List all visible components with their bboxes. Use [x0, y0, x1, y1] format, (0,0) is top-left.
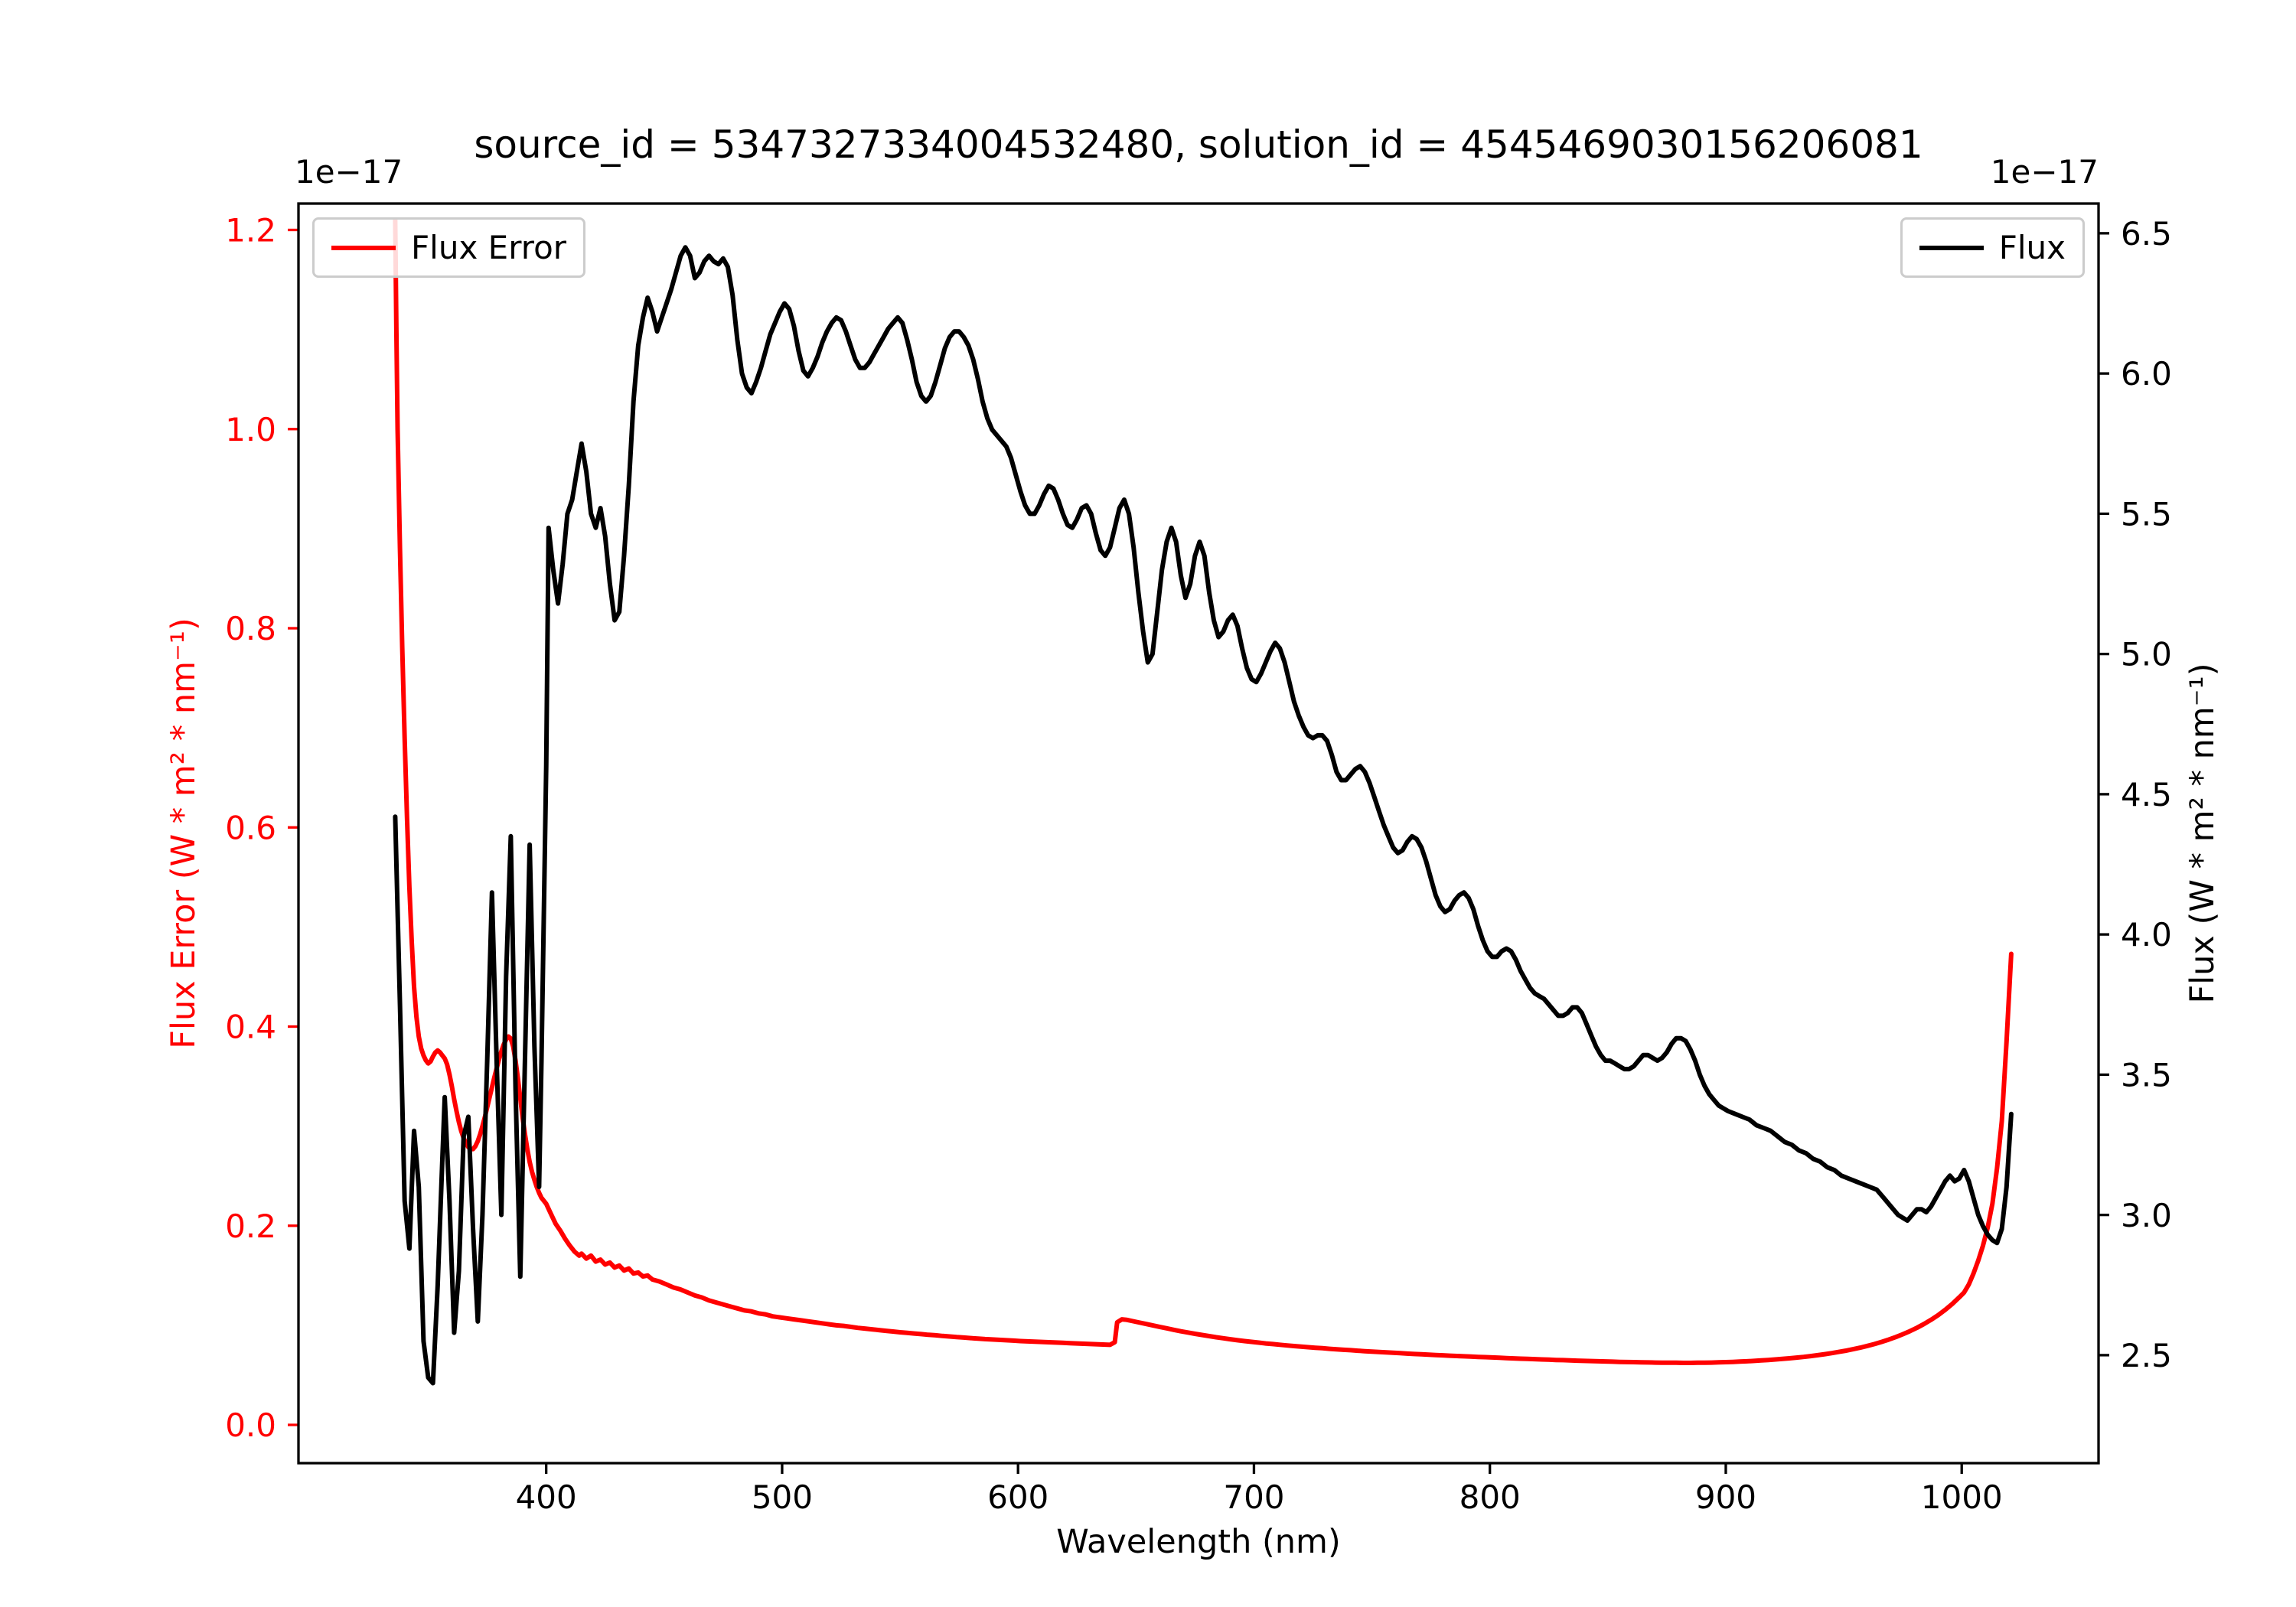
- legend-flux: Flux: [1900, 217, 2085, 278]
- legend-flux-label: Flux: [1998, 229, 2066, 266]
- y-right-tick-label: 6.0: [2121, 355, 2172, 393]
- legend-flux-error-label: Flux Error: [411, 229, 567, 266]
- flux-error-line: [393, 217, 2014, 1365]
- y-right-tick-label: 5.0: [2121, 636, 2172, 673]
- x-tick-label: 1000: [1921, 1478, 2003, 1516]
- y-right-tick-label: 3.5: [2121, 1057, 2172, 1094]
- x-tick-label: 700: [1223, 1478, 1284, 1516]
- y-left-tick-label: 1.0: [225, 411, 276, 448]
- y-axis-label-flux: Flux (W * m² * nm⁻¹): [2183, 663, 2222, 1004]
- x-tick-label: 400: [516, 1478, 577, 1516]
- y-left-tick-label: 0.4: [225, 1009, 276, 1046]
- y-left-tick-label: 0.0: [225, 1407, 276, 1444]
- y-right-tick-label: 5.5: [2121, 495, 2172, 533]
- y-right-tick-label: 4.5: [2121, 776, 2172, 813]
- y-left-tick-label: 0.8: [225, 610, 276, 647]
- chart-title: source_id = 5347327334004532480, solutio…: [474, 122, 1923, 167]
- flux-legend-line-icon: [1919, 245, 1984, 250]
- y-axis-offset-left: 1e−17: [295, 153, 403, 191]
- y-right-tick-label: 4.0: [2121, 916, 2172, 953]
- plot-spines: [297, 202, 2100, 1465]
- y-left-tick-label: 0.2: [225, 1208, 276, 1245]
- flux-line: [393, 245, 2014, 1386]
- legend-flux-error: Flux Error: [312, 217, 586, 278]
- flux-error-legend-line-icon: [331, 245, 396, 250]
- y-axis-offset-right: 1e−17: [1990, 153, 2099, 191]
- y-right-tick-label: 2.5: [2121, 1337, 2172, 1374]
- y-left-tick-label: 1.2: [225, 212, 276, 249]
- x-tick-label: 500: [752, 1478, 813, 1516]
- y-right-tick-label: 3.0: [2121, 1197, 2172, 1234]
- x-tick-label: 600: [987, 1478, 1049, 1516]
- x-tick-label: 800: [1459, 1478, 1521, 1516]
- y-left-tick-label: 0.6: [225, 809, 276, 846]
- x-tick-label: 900: [1695, 1478, 1756, 1516]
- x-axis-label: Wavelength (nm): [1056, 1523, 1341, 1561]
- y-right-tick-label: 6.5: [2121, 215, 2172, 253]
- y-axis-label-flux-error: Flux Error (W * m² * nm⁻¹): [165, 618, 203, 1049]
